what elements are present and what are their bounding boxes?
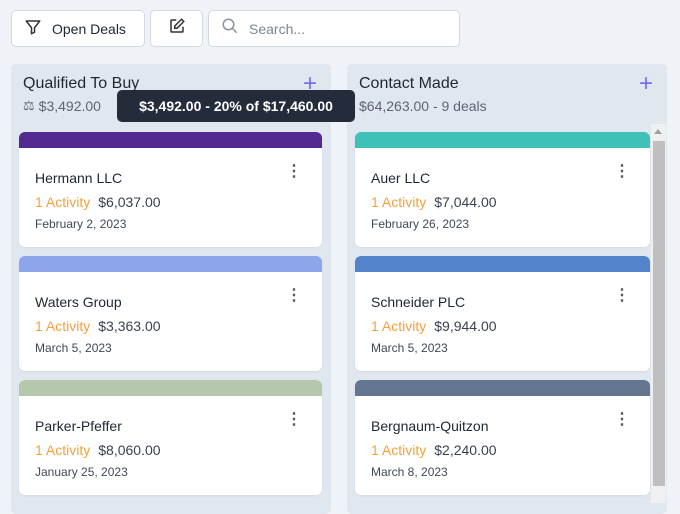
deal-name: Waters Group — [35, 294, 122, 310]
deal-amount: $7,044.00 — [434, 194, 497, 210]
more-options-icon[interactable]: ⋮ — [614, 163, 630, 180]
more-options-icon[interactable]: ⋮ — [286, 411, 302, 428]
card-color-stripe — [355, 256, 650, 272]
activity-link[interactable]: 1 Activity — [35, 194, 91, 210]
deal-name: Parker-Pfeffer — [35, 418, 122, 434]
deal-card[interactable]: Auer LLC 1 Activity $7,044.00 February 26, … — [355, 132, 650, 247]
scroll-up-arrow-icon[interactable] — [654, 129, 662, 134]
deal-amount: $2,240.00 — [434, 442, 497, 458]
card-color-stripe — [19, 380, 322, 396]
edit-icon — [168, 17, 186, 40]
activity-link[interactable]: 1 Activity — [371, 194, 427, 210]
deal-card[interactable]: Parker-Pfeffer 1 Activity $8,060.00 January… — [19, 380, 322, 495]
deal-card[interactable]: Waters Group 1 Activity $3,363.00 March 5, … — [19, 256, 322, 371]
card-color-stripe — [19, 256, 322, 272]
deal-name: Auer LLC — [371, 170, 431, 186]
card-color-stripe — [355, 380, 650, 396]
deal-amount: $3,363.00 — [98, 318, 161, 334]
deal-card[interactable]: Schneider PLC 1 Activity $9,944.00 March 5,… — [355, 256, 650, 371]
deal-card[interactable]: Bergnaum-Quitzon 1 Activity $2,240.00 March… — [355, 380, 650, 495]
activity-link[interactable]: 1 Activity — [35, 442, 91, 458]
search-box[interactable] — [208, 10, 460, 47]
deal-amount: $8,060.00 — [98, 442, 161, 458]
open-deals-filter-button[interactable]: Open Deals — [11, 10, 145, 47]
card-color-stripe — [19, 132, 322, 148]
column-total: $64,263.00 - 9 deals — [359, 98, 487, 114]
column-title: Qualified To Buy — [23, 75, 140, 92]
more-options-icon[interactable]: ⋮ — [286, 287, 302, 304]
add-deal-button[interactable]: + — [638, 70, 653, 97]
deal-date: January 25, 2023 — [35, 465, 128, 479]
deal-card[interactable]: Hermann LLC 1 Activity $6,037.00 February 2… — [19, 132, 322, 247]
column-total-tooltip: $3,492.00 - 20% of $17,460.00 — [117, 90, 355, 122]
column-total: $3,492.00 — [38, 98, 101, 114]
filter-icon — [24, 18, 42, 39]
activity-link[interactable]: 1 Activity — [371, 318, 427, 334]
search-icon — [221, 17, 239, 40]
activity-link[interactable]: 1 Activity — [35, 318, 91, 334]
open-deals-label: Open Deals — [52, 20, 126, 37]
card-color-stripe — [355, 132, 650, 148]
column-summary: $64,263.00 - 9 deals — [359, 98, 487, 114]
scrollbar-thumb[interactable] — [653, 141, 665, 486]
more-options-icon[interactable]: ⋮ — [614, 411, 630, 428]
deal-amount: $9,944.00 — [434, 318, 497, 334]
deal-name: Schneider PLC — [371, 294, 466, 310]
deal-date: March 5, 2023 — [35, 341, 112, 355]
search-input[interactable] — [249, 20, 439, 37]
deal-date: March 8, 2023 — [371, 465, 448, 479]
add-deal-button[interactable]: + — [302, 70, 317, 97]
more-options-icon[interactable]: ⋮ — [286, 163, 302, 180]
more-options-icon[interactable]: ⋮ — [614, 287, 630, 304]
column-title: Contact Made — [359, 75, 459, 92]
edit-button[interactable] — [150, 10, 203, 47]
deal-date: February 2, 2023 — [35, 217, 127, 231]
column-summary: ⚖ $3,492.00 — [23, 98, 101, 114]
deal-date: February 26, 2023 — [371, 217, 470, 231]
deal-date: March 5, 2023 — [371, 341, 448, 355]
column-scrollbar[interactable] — [651, 124, 666, 503]
column-contact-made: Contact Made $64,263.00 - 9 deals + Auer… — [347, 64, 667, 514]
deal-amount: $6,037.00 — [98, 194, 161, 210]
deal-name: Bergnaum-Quitzon — [371, 418, 489, 434]
column-qualified-to-buy: Qualified To Buy ⚖ $3,492.00 + Hermann L… — [11, 64, 331, 514]
activity-link[interactable]: 1 Activity — [371, 442, 427, 458]
scale-icon: ⚖ — [23, 98, 35, 113]
deal-name: Hermann LLC — [35, 170, 123, 186]
